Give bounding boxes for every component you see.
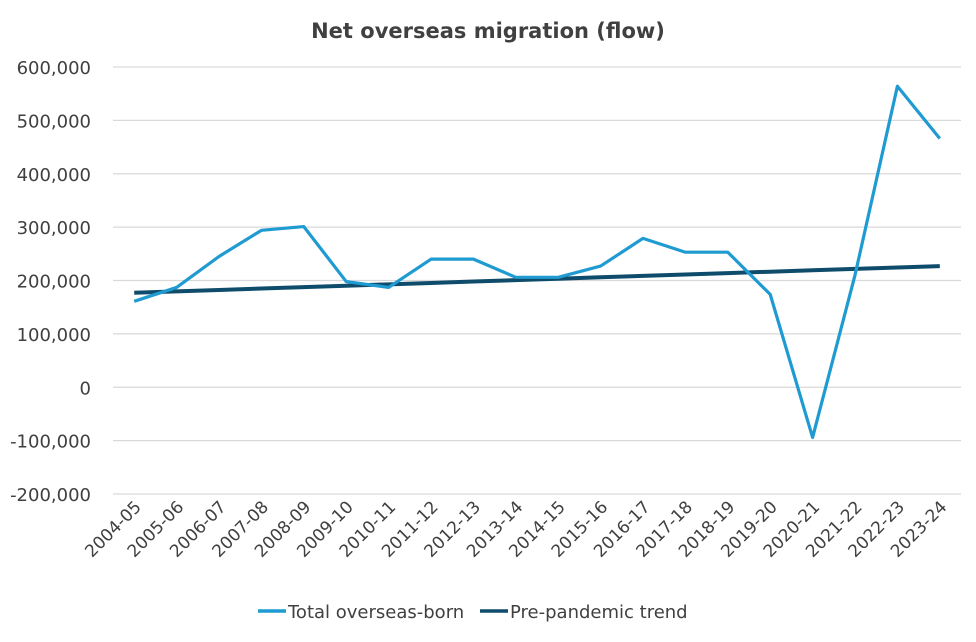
legend-label: Total overseas-born xyxy=(287,602,464,623)
series-line-pre-pandemic-trend xyxy=(134,264,940,295)
y-tick-label: 0 xyxy=(80,378,91,399)
series-line-total-overseas-born xyxy=(133,84,942,440)
y-tick-label: -100,000 xyxy=(10,432,91,453)
y-tick-label: 600,000 xyxy=(17,58,91,79)
y-tick-label: 400,000 xyxy=(17,165,91,186)
y-tick-label: 300,000 xyxy=(17,218,91,239)
y-tick-label: 200,000 xyxy=(17,272,91,293)
y-tick-label: 100,000 xyxy=(17,325,91,346)
chart-title: Net overseas migration (flow) xyxy=(311,19,665,43)
legend-label: Pre-pandemic trend xyxy=(510,602,688,623)
y-tick-label: -200,000 xyxy=(10,485,91,506)
y-tick-label: 500,000 xyxy=(17,111,91,132)
